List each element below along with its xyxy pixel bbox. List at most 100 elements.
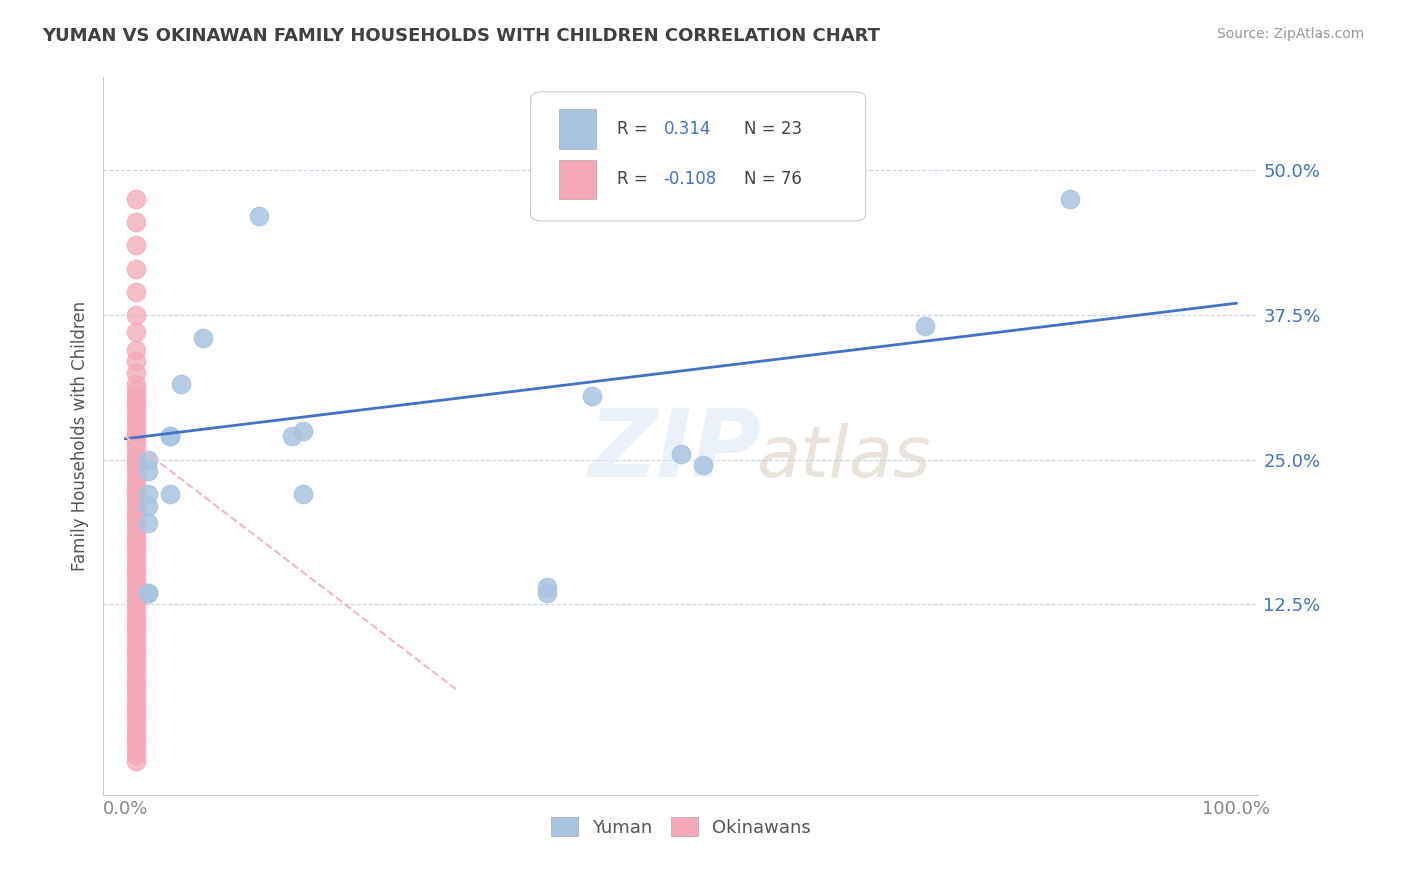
Text: R =: R = <box>617 170 648 188</box>
Point <box>125 557 148 571</box>
Point <box>125 742 148 756</box>
Point <box>125 666 148 681</box>
Point <box>536 580 558 594</box>
Point <box>136 499 159 513</box>
Point <box>125 493 148 508</box>
Point <box>125 615 148 629</box>
Point <box>136 464 159 478</box>
Point <box>281 429 304 443</box>
Point <box>125 731 148 745</box>
Point <box>136 516 159 531</box>
Point <box>125 394 148 409</box>
Point <box>136 586 159 600</box>
Point <box>125 603 148 617</box>
Point <box>1059 192 1081 206</box>
Point <box>125 458 148 473</box>
Point <box>125 516 148 531</box>
Point <box>125 417 148 432</box>
Point <box>125 754 148 768</box>
Point <box>191 331 214 345</box>
Point <box>125 568 148 582</box>
Point <box>125 690 148 704</box>
Point <box>125 424 148 438</box>
Point <box>125 736 148 750</box>
Point <box>125 505 148 519</box>
Point <box>125 626 148 640</box>
Point <box>125 389 148 403</box>
Point <box>125 643 148 657</box>
Point <box>136 487 159 501</box>
Bar <box>560 160 596 199</box>
Text: -0.108: -0.108 <box>664 170 717 188</box>
Point <box>125 435 148 450</box>
Point <box>125 638 148 652</box>
Point <box>125 620 148 634</box>
Point <box>125 487 148 501</box>
Point <box>159 429 181 443</box>
Point <box>125 412 148 426</box>
Point <box>125 580 148 594</box>
Point <box>125 470 148 484</box>
Point <box>669 447 692 461</box>
Point <box>125 366 148 380</box>
Point <box>125 696 148 710</box>
FancyBboxPatch shape <box>530 92 866 221</box>
Point <box>536 586 558 600</box>
Point <box>292 424 315 438</box>
Point <box>692 458 714 473</box>
Text: R =: R = <box>617 120 648 138</box>
Point <box>125 308 148 322</box>
Point <box>125 540 148 554</box>
Point <box>125 574 148 589</box>
Point <box>125 724 148 739</box>
Point <box>125 678 148 692</box>
Point <box>125 528 148 542</box>
Point <box>125 673 148 687</box>
Point <box>125 522 148 536</box>
Point <box>125 684 148 698</box>
Point <box>125 354 148 368</box>
Point <box>125 713 148 727</box>
Point <box>125 551 148 566</box>
Point <box>125 261 148 276</box>
Point <box>125 598 148 612</box>
Point <box>159 429 181 443</box>
Point <box>125 441 148 455</box>
Point <box>292 487 315 501</box>
Point <box>125 533 148 548</box>
Point <box>125 447 148 461</box>
Text: ZIP: ZIP <box>588 405 761 497</box>
Text: N = 76: N = 76 <box>744 170 803 188</box>
Point <box>125 482 148 496</box>
Point <box>125 719 148 733</box>
Point <box>125 215 148 229</box>
Text: atlas: atlas <box>756 424 931 492</box>
Bar <box>560 110 596 149</box>
Point <box>914 319 936 334</box>
Point <box>125 475 148 490</box>
Point <box>581 389 603 403</box>
Point <box>159 487 181 501</box>
Point <box>247 210 270 224</box>
Point <box>125 661 148 675</box>
Point <box>125 499 148 513</box>
Text: N = 23: N = 23 <box>744 120 803 138</box>
Text: 0.314: 0.314 <box>664 120 711 138</box>
Point <box>125 545 148 559</box>
Point <box>125 655 148 669</box>
Point <box>136 586 159 600</box>
Point <box>125 377 148 392</box>
Point <box>125 325 148 339</box>
Point <box>125 563 148 577</box>
Text: Source: ZipAtlas.com: Source: ZipAtlas.com <box>1216 27 1364 41</box>
Point <box>125 401 148 415</box>
Point <box>125 383 148 397</box>
Point <box>125 649 148 664</box>
Point <box>125 608 148 623</box>
Point <box>125 747 148 762</box>
Point <box>125 429 148 443</box>
Y-axis label: Family Households with Children: Family Households with Children <box>72 301 89 572</box>
Point <box>125 586 148 600</box>
Point <box>125 701 148 715</box>
Legend: Yuman, Okinawans: Yuman, Okinawans <box>544 810 818 844</box>
